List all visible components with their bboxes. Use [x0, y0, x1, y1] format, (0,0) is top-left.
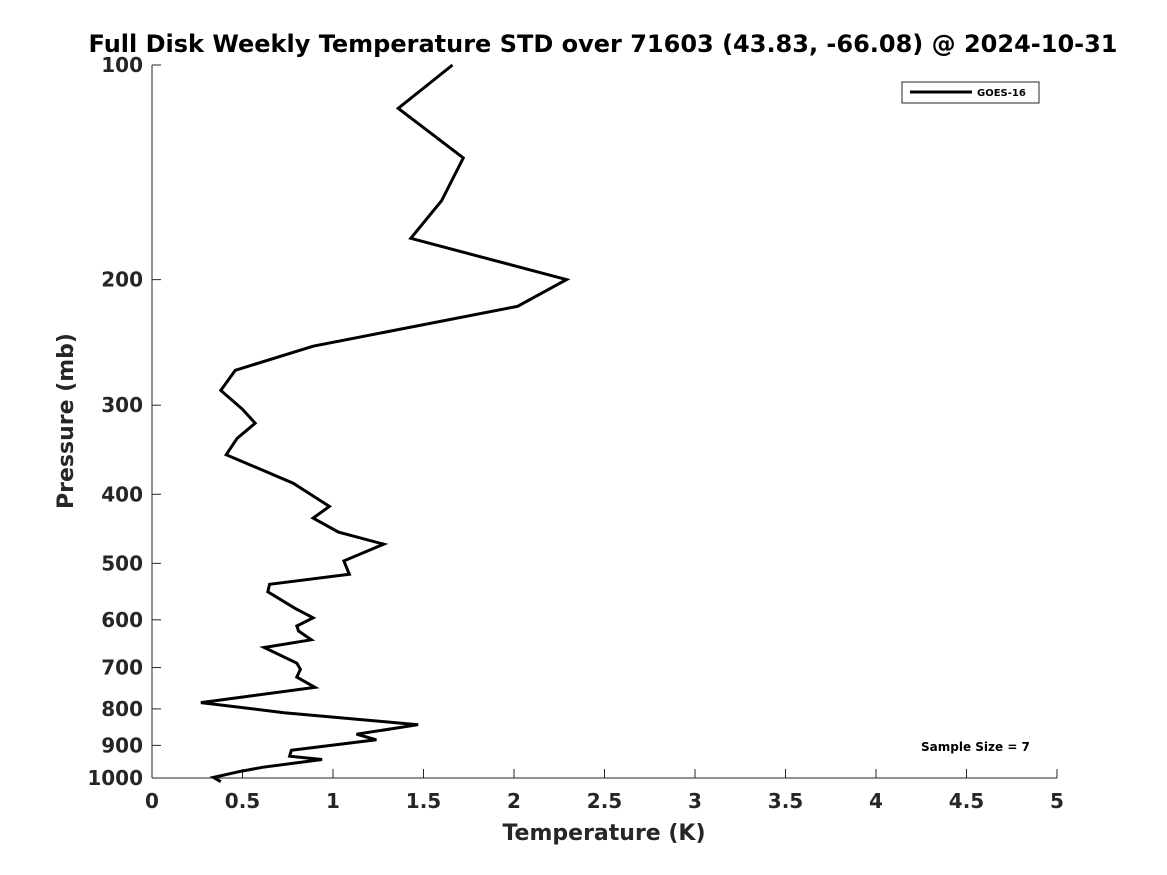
y-tick-label: 500 — [101, 551, 143, 575]
chart-title: Full Disk Weekly Temperature STD over 71… — [89, 30, 1118, 58]
x-tick-label: 3.5 — [768, 789, 803, 813]
x-tick-label: 5 — [1050, 789, 1064, 813]
y-axis-ticks: 100 200 300 400 500 600 700 800 900 1000 — [87, 53, 161, 790]
legend-label-goes-16: GOES-16 — [977, 88, 1026, 99]
y-tick-label: 800 — [101, 697, 143, 721]
sample-size-annotation: Sample Size = 7 — [921, 740, 1030, 754]
x-tick-label: 3 — [688, 789, 702, 813]
x-tick-label: 0.5 — [225, 789, 260, 813]
y-tick-label: 700 — [101, 656, 143, 680]
series-line-goes-16 — [200, 63, 571, 783]
y-tick-label: 400 — [101, 482, 143, 506]
y-tick-label: 200 — [101, 268, 143, 292]
y-tick-label: 300 — [101, 393, 143, 417]
x-tick-label: 2 — [507, 789, 521, 813]
y-tick-label: 1000 — [87, 766, 143, 790]
series-group — [200, 63, 571, 783]
x-axis-ticks: 0 0.5 1 1.5 2 2.5 3 3.5 4 4.5 5 — [145, 769, 1064, 813]
x-tick-label: 4.5 — [949, 789, 984, 813]
x-tick-label: 4 — [869, 789, 883, 813]
legend: GOES-16 — [901, 81, 1040, 104]
x-tick-label: 0 — [145, 789, 159, 813]
x-tick-label: 1 — [326, 789, 340, 813]
x-axis-label: Temperature (K) — [502, 821, 705, 846]
x-tick-label: 2.5 — [587, 789, 622, 813]
y-tick-label: 900 — [101, 733, 143, 757]
y-axis-label: Pressure (mb) — [54, 333, 79, 509]
y-tick-label: 600 — [101, 608, 143, 632]
x-tick-label: 1.5 — [406, 789, 441, 813]
y-tick-label: 100 — [101, 53, 143, 77]
